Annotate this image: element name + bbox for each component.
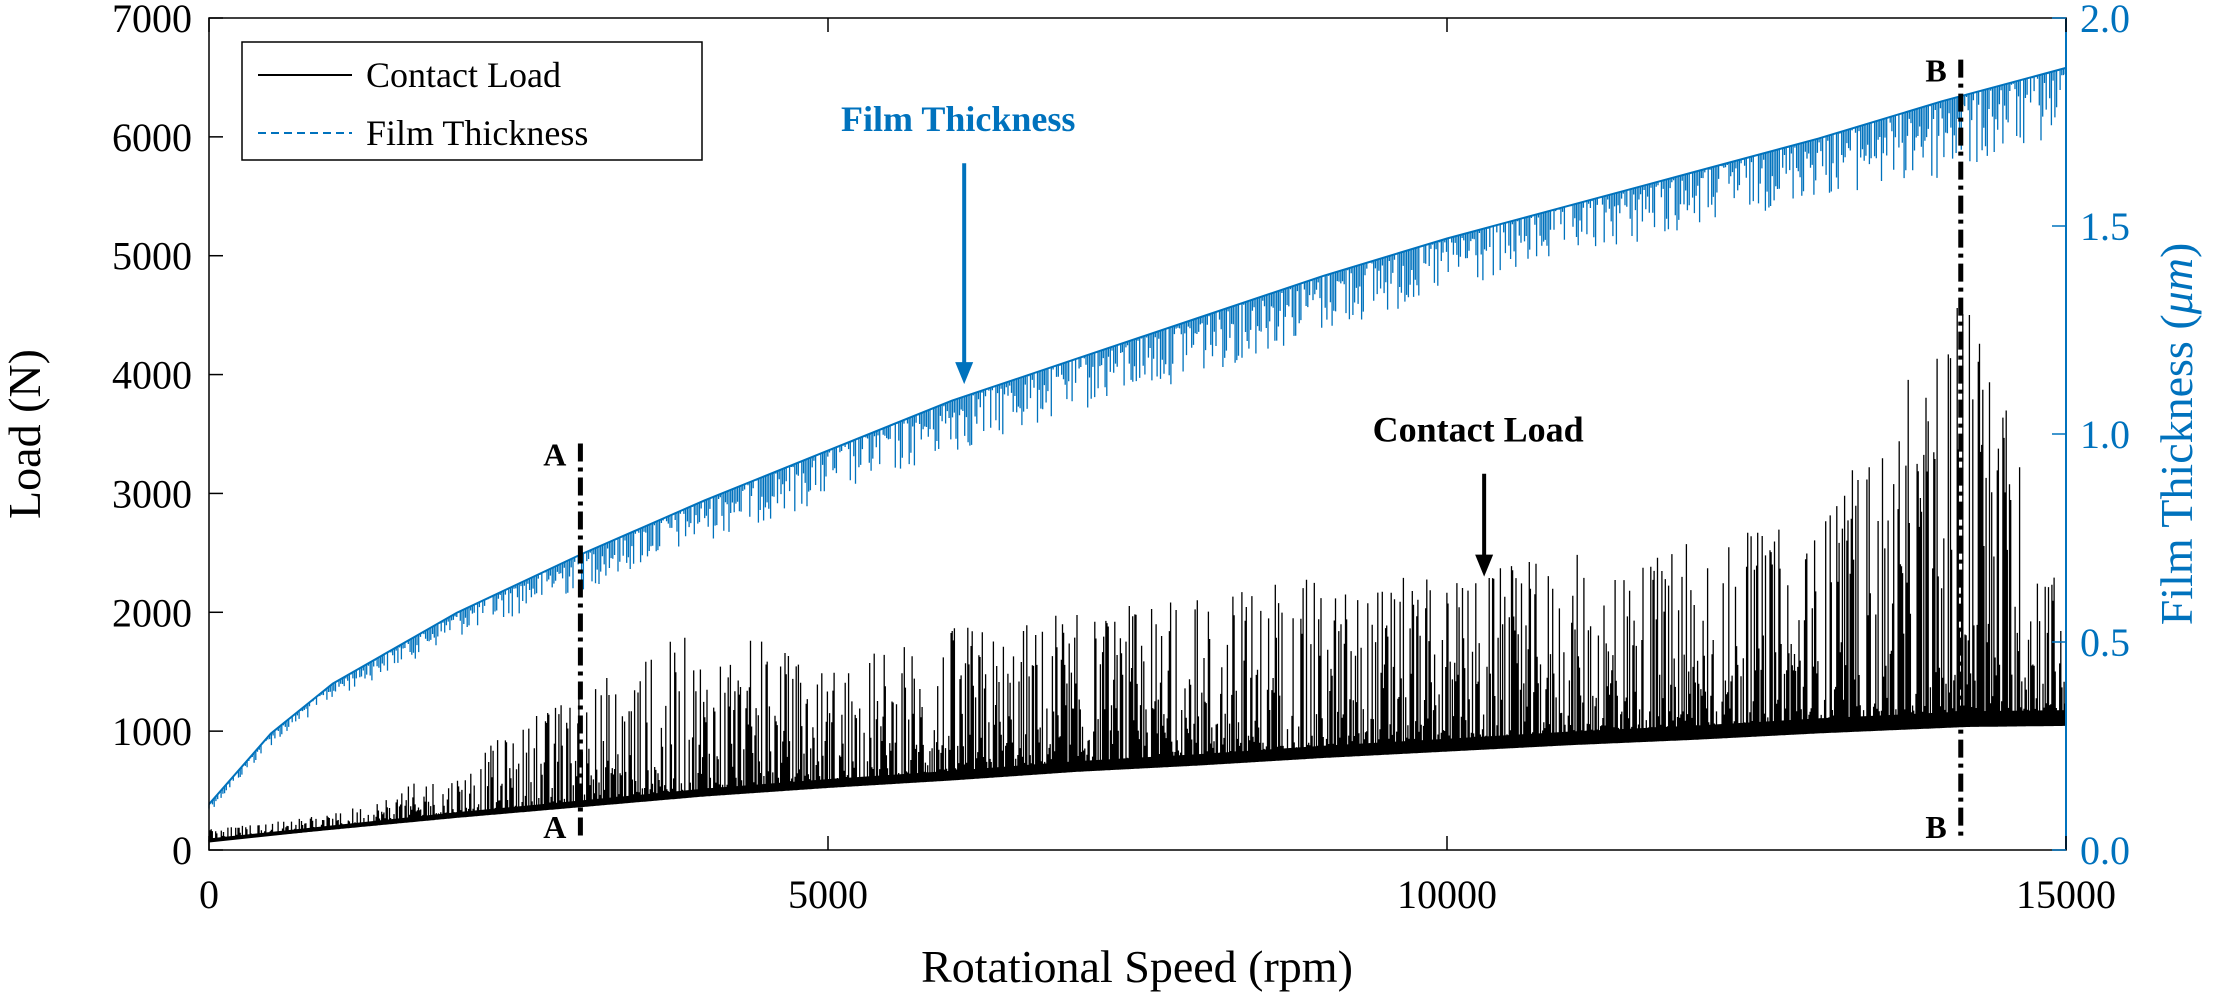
y2-axis-label-main: Film Thickness (	[2151, 314, 2202, 625]
y2-tick-label: 1.0	[2080, 412, 2130, 457]
marker-label-top-a: A	[543, 437, 566, 473]
axis-ticks: 0 5000 10000 15000 0 1000 2000 3000 4000 5000 6000…	[112, 0, 2130, 917]
x-tick-label: 10000	[1397, 872, 1497, 917]
y2-tick-label: 0.5	[2080, 620, 2130, 665]
section-markers: A A B B	[543, 53, 1964, 845]
marker-label-top-b: B	[1925, 53, 1946, 89]
y-tick-label: 2000	[112, 590, 192, 635]
marker-label-bottom-b: B	[1925, 809, 1946, 845]
annotation-label-film-thickness: Film Thickness	[841, 99, 1075, 139]
y-tick-label: 1000	[112, 709, 192, 754]
y-tick-label: 0	[172, 828, 192, 873]
legend-label-film-thickness: Film Thickness	[366, 113, 588, 153]
y2-axis-label-unit: μm	[2151, 258, 2202, 315]
y2-tick-label: 0.0	[2080, 828, 2130, 873]
x-tick-label: 5000	[788, 872, 868, 917]
y2-tick-label: 1.5	[2080, 204, 2130, 249]
legend-box	[241, 41, 703, 161]
y-tick-label: 6000	[112, 115, 192, 160]
legend-label-contact-load: Contact Load	[366, 55, 561, 95]
y-tick-label: 4000	[112, 353, 192, 398]
contact-load-baseline	[208, 710, 2067, 843]
x-axis-label: Rotational Speed (rpm)	[921, 941, 1353, 992]
y2-axis-label: Film Thickness (μm)	[2151, 243, 2202, 626]
x-tick-label: 15000	[2016, 872, 2116, 917]
annotation-arrow-head-film-thickness	[955, 362, 974, 385]
y2-tick-label: 2.0	[2080, 0, 2130, 41]
y2-axis-label-close: )	[2151, 243, 2202, 258]
annotation-label-contact-load: Contact Load	[1373, 410, 1584, 450]
x-tick-label: 0	[199, 872, 219, 917]
annotations: Film Thickness Contact Load	[841, 99, 1584, 577]
film-thickness-upper-line	[208, 66, 2067, 805]
legend: Contact Load Film Thickness	[241, 41, 703, 161]
y-tick-label: 5000	[112, 234, 192, 279]
y-tick-label: 3000	[112, 471, 192, 516]
marker-label-bottom-a: A	[543, 809, 566, 845]
y-axis-label: Load (N)	[0, 349, 50, 519]
contact-load-series	[208, 308, 2067, 843]
y-tick-label: 7000	[112, 0, 192, 41]
annotation-arrow-head-contact-load	[1475, 554, 1494, 577]
